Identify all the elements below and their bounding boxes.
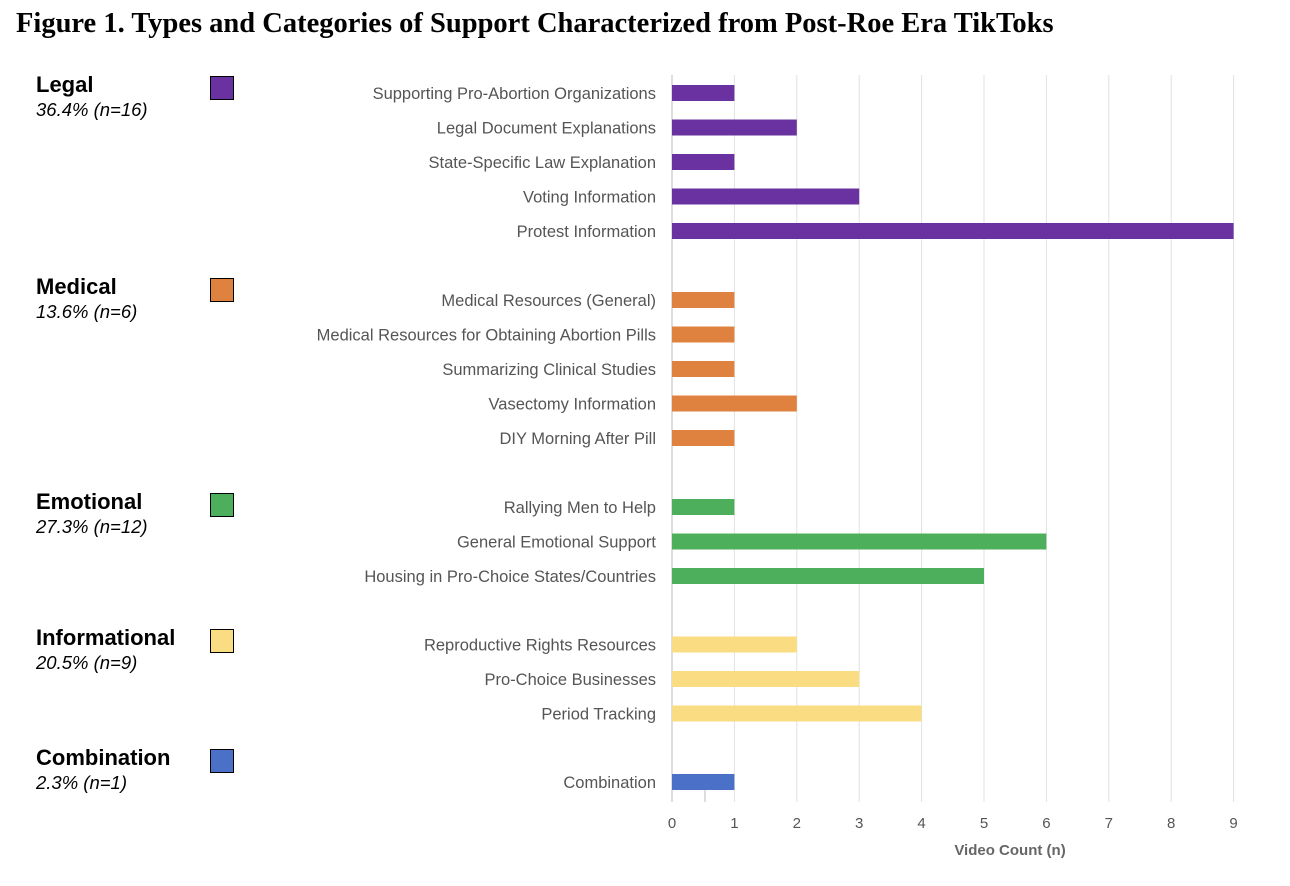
category-label: Period Tracking	[541, 706, 656, 724]
informational-color-swatch	[210, 629, 234, 653]
bar	[672, 119, 797, 136]
category-label: Rallying Men to Help	[504, 499, 656, 517]
category-label: General Emotional Support	[457, 534, 656, 552]
category-label: Vasectomy Information	[488, 396, 656, 414]
medical-color-swatch	[210, 278, 234, 302]
group-emotional: Emotional 27.3% (n=12)	[36, 489, 256, 539]
bar	[672, 395, 797, 412]
category-label: Legal Document Explanations	[437, 120, 656, 138]
group-name: Informational	[36, 625, 176, 650]
x-tick-label: 9	[1229, 815, 1237, 832]
figure-title: Figure 1. Types and Categories of Suppor…	[16, 8, 1054, 39]
group-percent: 36.4% (n=16)	[36, 99, 148, 120]
group-name: Legal	[36, 72, 94, 97]
bar	[672, 533, 1047, 550]
category-label: Protest Information	[517, 223, 656, 241]
x-tick-label: 1	[730, 815, 738, 832]
bar	[672, 361, 735, 377]
group-percent: 20.5% (n=9)	[36, 652, 138, 673]
group-percent: 13.6% (n=6)	[36, 301, 138, 322]
bar	[672, 499, 735, 515]
category-label: Supporting Pro-Abortion Organizations	[373, 85, 656, 103]
group-legal: Legal 36.4% (n=16)	[36, 72, 256, 122]
bar	[672, 85, 735, 101]
category-label: Medical Resources (General)	[441, 292, 656, 310]
x-tick-label: 7	[1105, 815, 1113, 832]
bar	[672, 223, 1234, 239]
group-medical: Medical 13.6% (n=6)	[36, 274, 256, 324]
category-label: State-Specific Law Explanation	[429, 154, 656, 172]
group-name: Medical	[36, 274, 117, 299]
category-label: Voting Information	[523, 189, 656, 207]
x-tick-label: 5	[980, 815, 988, 832]
x-tick-label: 2	[793, 815, 801, 832]
x-tick-label: 8	[1167, 815, 1175, 832]
x-tick-label: 6	[1042, 815, 1050, 832]
group-name: Combination	[36, 745, 171, 770]
bar	[672, 568, 984, 584]
bar	[672, 188, 860, 205]
x-tick-label: 3	[855, 815, 863, 832]
category-label: Pro-Choice Businesses	[485, 671, 657, 689]
bar	[672, 326, 735, 343]
bar	[672, 774, 735, 790]
category-label: DIY Morning After Pill	[499, 430, 656, 448]
legal-color-swatch	[210, 76, 234, 100]
x-axis-title: Video Count (n)	[954, 842, 1065, 859]
category-label: Summarizing Clinical Studies	[442, 361, 656, 379]
category-label: Combination	[563, 774, 656, 792]
x-tick-label: 4	[917, 815, 925, 832]
x-tick-label: 0	[668, 815, 676, 832]
group-combination: Combination 2.3% (n=1)	[36, 745, 256, 795]
group-name: Emotional	[36, 489, 143, 514]
emotional-color-swatch	[210, 493, 234, 517]
category-label: Reproductive Rights Resources	[424, 637, 656, 655]
group-percent: 27.3% (n=12)	[36, 516, 148, 537]
category-label: Medical Resources for Obtaining Abortion…	[317, 327, 656, 345]
combination-color-swatch	[210, 749, 234, 773]
bar	[672, 671, 860, 687]
group-informational: Informational 20.5% (n=9)	[36, 625, 256, 675]
bar	[672, 705, 922, 722]
bar	[672, 292, 735, 308]
bar	[672, 154, 735, 170]
category-label: Housing in Pro-Choice States/Countries	[364, 568, 656, 586]
group-percent: 2.3% (n=1)	[36, 772, 128, 793]
bar	[672, 430, 735, 446]
bar	[672, 636, 797, 653]
